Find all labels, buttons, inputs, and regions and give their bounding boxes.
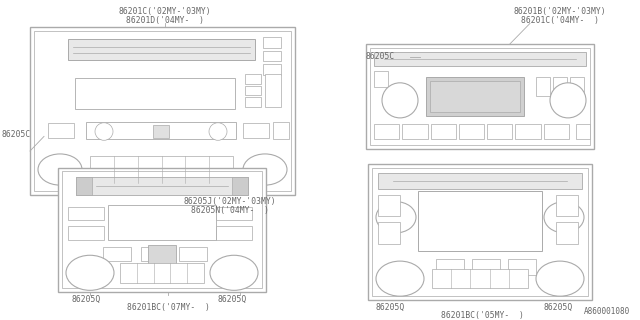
Bar — [378, 195, 400, 216]
Text: 86205C: 86205C — [365, 52, 394, 60]
Bar — [459, 124, 484, 139]
Bar — [263, 51, 281, 61]
Bar — [576, 124, 590, 139]
Text: 86201BC('07MY-  ): 86201BC('07MY- ) — [127, 303, 209, 312]
Bar — [120, 263, 204, 283]
Text: 86205N('04MY-  ): 86205N('04MY- ) — [191, 205, 269, 215]
Bar — [62, 172, 262, 288]
Bar — [553, 77, 567, 96]
Bar — [265, 74, 281, 107]
Text: 86201C('02MY-'03MY): 86201C('02MY-'03MY) — [118, 7, 211, 16]
Bar — [243, 123, 269, 138]
Bar — [436, 259, 464, 275]
Bar — [232, 177, 248, 195]
Bar — [426, 77, 524, 116]
Ellipse shape — [376, 261, 424, 296]
Bar — [536, 77, 550, 96]
Ellipse shape — [210, 255, 258, 290]
Bar — [472, 259, 500, 275]
Bar — [368, 164, 592, 300]
Bar — [141, 247, 169, 261]
Text: 86205Q: 86205Q — [376, 303, 405, 312]
Bar — [570, 77, 584, 96]
Bar — [108, 204, 216, 240]
Bar — [68, 226, 104, 240]
Bar — [430, 81, 520, 112]
Bar — [76, 177, 92, 195]
Bar — [68, 206, 104, 220]
Ellipse shape — [66, 255, 114, 290]
Bar — [556, 195, 578, 216]
Bar — [515, 124, 541, 139]
Bar — [263, 64, 281, 75]
Bar — [34, 31, 291, 191]
Bar — [30, 27, 295, 195]
Text: 86201C('04MY-  ): 86201C('04MY- ) — [521, 16, 599, 25]
Bar — [148, 244, 176, 264]
Bar — [263, 37, 281, 48]
Bar — [372, 168, 588, 296]
Bar — [153, 125, 169, 138]
Bar — [48, 123, 74, 138]
Text: 86205Q: 86205Q — [72, 295, 101, 304]
Ellipse shape — [243, 154, 287, 185]
Bar — [103, 247, 131, 261]
Ellipse shape — [550, 83, 586, 118]
Bar — [366, 44, 594, 149]
Bar — [378, 222, 400, 244]
Ellipse shape — [376, 202, 416, 233]
Bar — [403, 124, 428, 139]
Bar — [370, 48, 590, 145]
Text: 86205C: 86205C — [2, 130, 31, 139]
Bar — [432, 269, 528, 288]
Ellipse shape — [382, 83, 418, 118]
Bar — [76, 177, 248, 195]
Ellipse shape — [95, 123, 113, 140]
Bar — [544, 124, 569, 139]
Bar — [179, 247, 207, 261]
Bar — [245, 86, 261, 95]
Text: 86205J('02MY-'03MY): 86205J('02MY-'03MY) — [184, 197, 276, 206]
Bar — [374, 124, 399, 139]
Bar — [418, 191, 542, 252]
Text: 86201D('04MY-  ): 86201D('04MY- ) — [126, 16, 204, 25]
Bar — [58, 168, 266, 292]
Text: 86201BC('05MY-  ): 86201BC('05MY- ) — [440, 311, 524, 320]
Bar — [90, 156, 233, 183]
Text: 86205Q: 86205Q — [543, 303, 572, 312]
Bar — [487, 124, 513, 139]
Bar — [216, 226, 252, 240]
Bar — [216, 206, 252, 220]
Bar — [273, 122, 289, 139]
Bar — [374, 52, 586, 66]
Bar — [556, 222, 578, 244]
Text: 86205Q: 86205Q — [218, 295, 247, 304]
Bar — [508, 259, 536, 275]
Bar — [374, 71, 388, 87]
Bar — [68, 39, 255, 60]
Bar — [245, 97, 261, 107]
Ellipse shape — [38, 154, 82, 185]
Bar — [75, 78, 235, 109]
Text: 86201B('02MY-'03MY): 86201B('02MY-'03MY) — [514, 7, 606, 16]
Bar — [86, 122, 236, 139]
Ellipse shape — [536, 261, 584, 296]
Bar — [431, 124, 456, 139]
Bar — [378, 173, 582, 189]
Bar — [245, 74, 261, 84]
Ellipse shape — [209, 123, 227, 140]
Ellipse shape — [544, 202, 584, 233]
Text: A860001080: A860001080 — [584, 307, 630, 316]
